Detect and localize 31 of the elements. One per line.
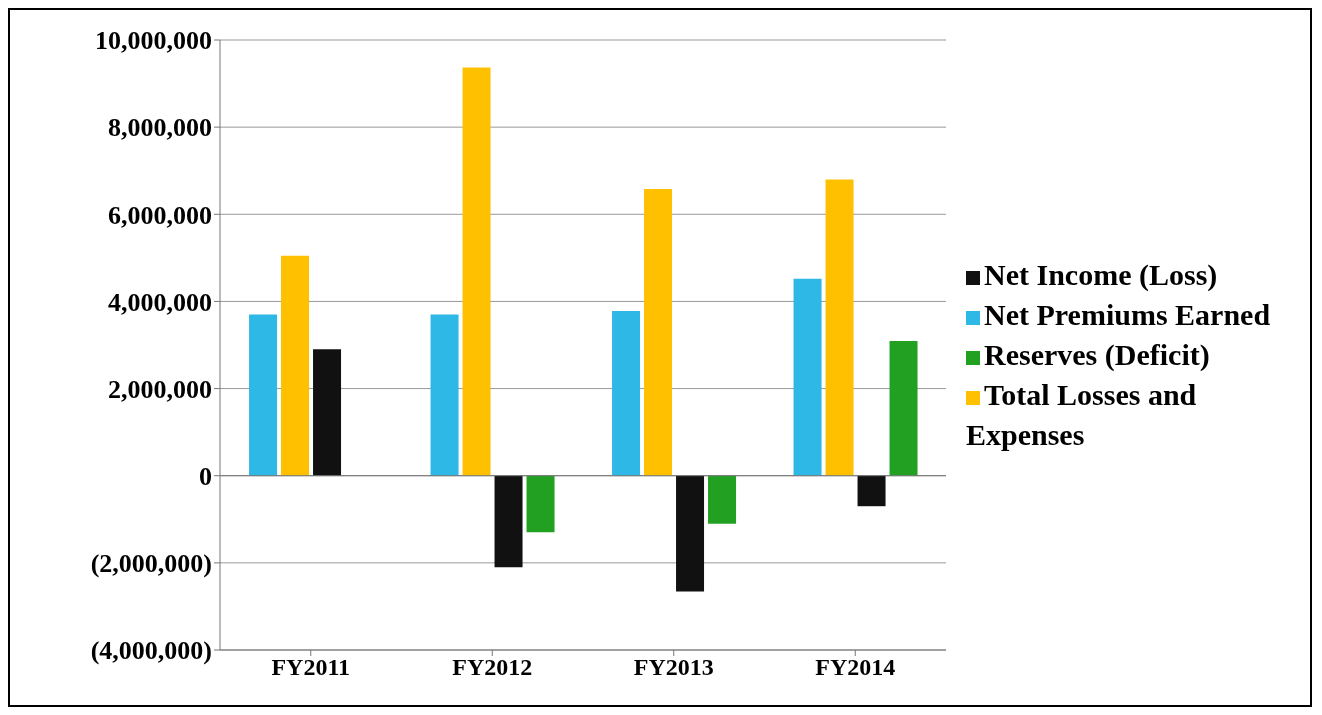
bar [825, 179, 854, 476]
y-tick-label: 4,000,000 [108, 287, 212, 317]
bar [462, 67, 491, 476]
bar [494, 475, 523, 568]
y-tick-label: 10,000,000 [95, 26, 212, 56]
bar [281, 255, 310, 476]
bar [249, 314, 278, 476]
x-tick-label: FY2014 [815, 654, 896, 681]
x-tick-label: FY2012 [452, 654, 533, 681]
y-tick-label: (2,000,000) [90, 549, 212, 579]
bar [526, 475, 555, 533]
bar [313, 349, 342, 476]
x-tick-label: FY2011 [271, 654, 351, 681]
bar [889, 341, 918, 476]
bar [612, 311, 641, 476]
bar [857, 475, 886, 507]
bar [430, 314, 459, 476]
legend-label: Net Premiums Earned [984, 298, 1271, 331]
legend-label: Reserves (Deficit) [984, 338, 1210, 371]
y-tick-label: (4,000,000) [90, 636, 212, 666]
bar [676, 475, 705, 592]
y-tick-label: 0 [199, 461, 212, 491]
bar [793, 278, 822, 476]
legend-label: Total Losses and Expenses [966, 378, 1197, 451]
x-tick-label: FY2013 [633, 654, 714, 681]
legend-label: Net Income (Loss) [984, 258, 1218, 291]
y-tick-label: 6,000,000 [108, 200, 212, 230]
bar [708, 475, 737, 524]
y-tick-label: 2,000,000 [108, 374, 212, 404]
bar [644, 189, 673, 476]
y-tick-label: 8,000,000 [108, 113, 212, 143]
